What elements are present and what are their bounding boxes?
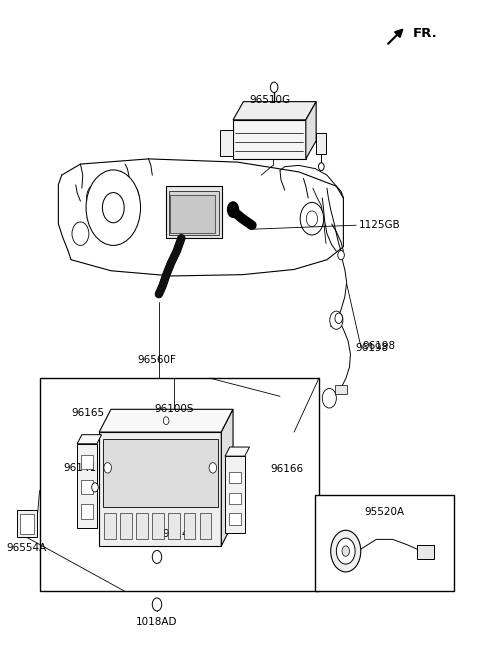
Polygon shape [77,443,97,528]
Circle shape [333,316,340,325]
Bar [229,493,241,504]
Bar [336,384,347,394]
Polygon shape [233,120,306,159]
Polygon shape [306,102,316,159]
Circle shape [335,313,342,323]
Bar [17,510,37,537]
Circle shape [319,163,324,171]
Bar [220,130,233,155]
Circle shape [270,82,278,92]
Text: 95520A: 95520A [364,507,405,517]
Polygon shape [225,456,245,533]
Text: 96554A: 96554A [7,543,47,552]
Polygon shape [225,447,250,456]
Bar [200,514,212,539]
Bar [316,133,326,154]
Bar [168,514,180,539]
Polygon shape [99,432,221,546]
Text: 1018AD: 1018AD [136,617,178,627]
Circle shape [86,170,141,245]
Text: 1125GB: 1125GB [359,220,401,230]
Circle shape [209,462,216,473]
Text: 96165: 96165 [72,408,105,418]
Circle shape [325,393,333,403]
Circle shape [228,202,239,217]
Circle shape [331,530,361,572]
Bar [168,191,219,235]
Polygon shape [77,435,102,443]
Circle shape [152,550,162,564]
Bar [104,514,116,539]
Polygon shape [99,409,233,432]
Text: 96166: 96166 [271,464,304,474]
Circle shape [92,483,98,492]
Polygon shape [221,409,233,546]
Bar [315,495,454,592]
Bar [229,514,241,525]
Circle shape [86,184,107,213]
Bar [81,480,93,494]
Circle shape [342,546,349,556]
Text: 96198: 96198 [355,342,388,352]
Polygon shape [233,102,316,120]
Circle shape [101,205,112,220]
Circle shape [330,311,343,329]
Circle shape [306,211,318,226]
Text: 96141: 96141 [163,529,196,539]
Text: 96141: 96141 [64,463,97,473]
Text: 96100S: 96100S [155,404,194,414]
Circle shape [163,417,169,424]
Circle shape [102,193,124,223]
Circle shape [322,388,336,408]
Bar [39,378,319,592]
Circle shape [104,462,111,473]
Bar [81,504,93,519]
Text: 96560F: 96560F [137,356,176,365]
Bar [152,514,164,539]
Bar [184,514,195,539]
Circle shape [152,598,162,611]
Circle shape [300,203,324,235]
Bar [81,455,93,469]
Bar [20,514,34,533]
Bar [120,514,132,539]
Bar [103,439,217,507]
Circle shape [336,538,355,564]
Bar [229,472,241,483]
Bar [136,514,147,539]
Circle shape [338,251,344,260]
Circle shape [72,222,89,245]
Bar [417,544,433,559]
Text: 96510G: 96510G [249,95,290,105]
Circle shape [119,184,139,213]
Bar [167,186,222,238]
Text: FR.: FR. [412,28,437,41]
Bar [170,195,215,233]
Text: 96198: 96198 [362,341,396,351]
